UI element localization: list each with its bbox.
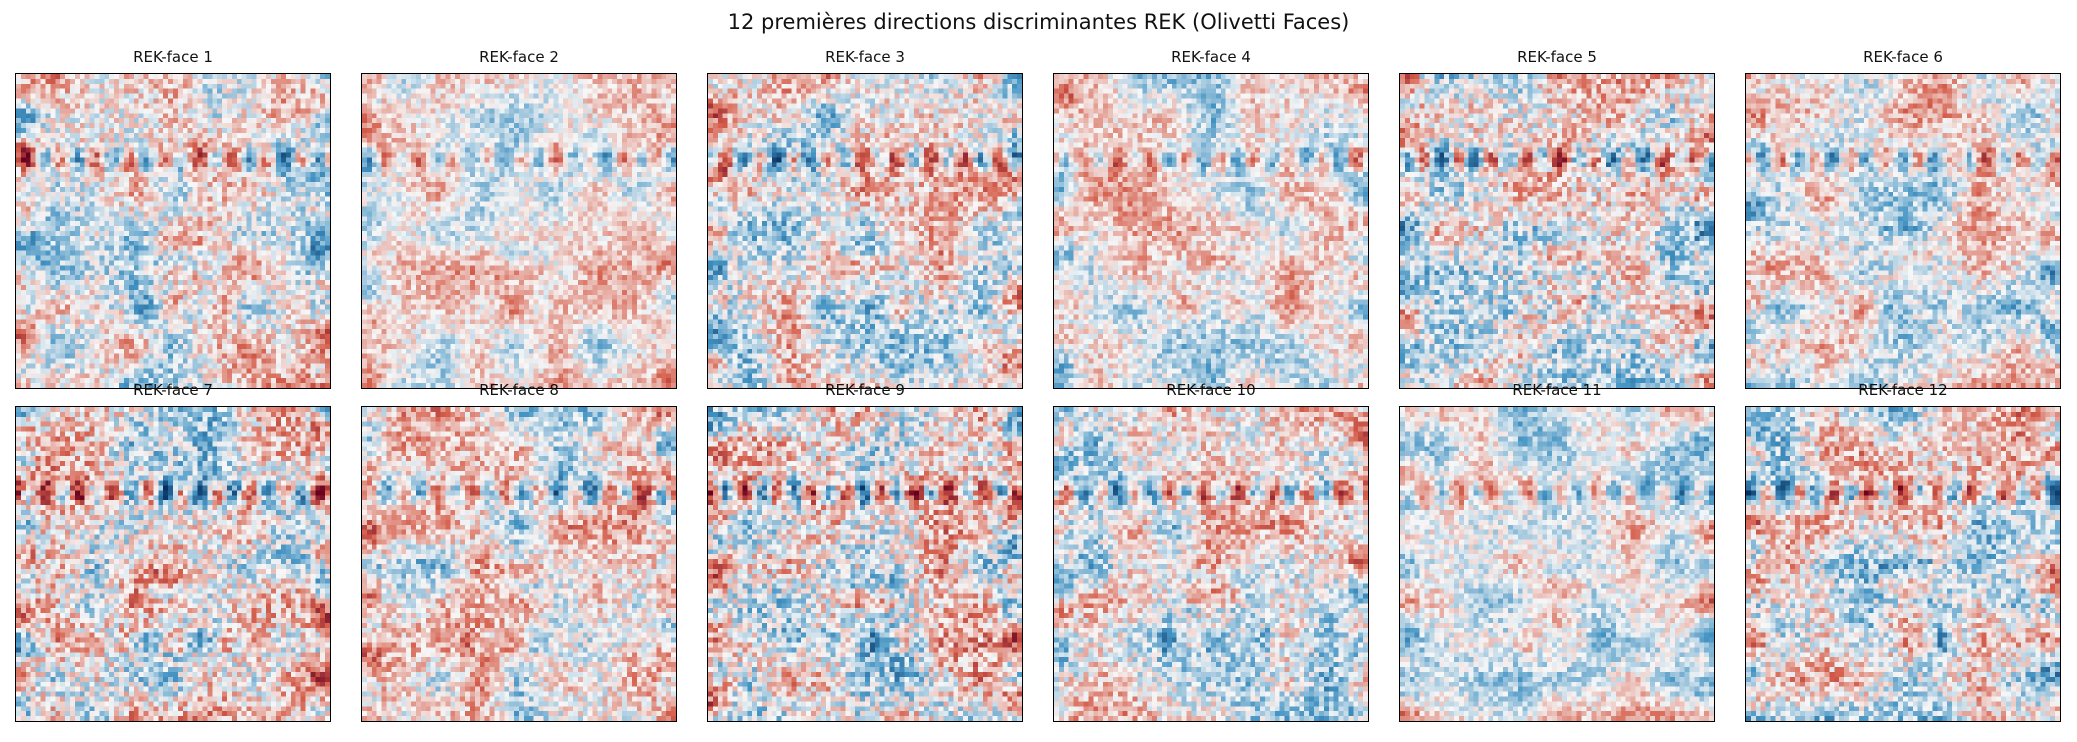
heatmap-image: [1399, 406, 1715, 722]
heatmap-canvas: [1746, 74, 2060, 388]
panel-title: REK-face 1: [133, 48, 213, 66]
heatmap-image: [707, 406, 1023, 722]
heatmap-canvas: [708, 407, 1022, 721]
panel-title: REK-face 11: [1512, 381, 1602, 399]
heatmap-canvas: [16, 74, 330, 388]
heatmap-image: [361, 73, 677, 389]
figure-title: 12 premières directions discriminantes R…: [727, 10, 1350, 34]
heatmap-image: [707, 73, 1023, 389]
heatmap-image: [1745, 406, 2061, 722]
heatmap-image: [1053, 406, 1369, 722]
heatmap-image: [1053, 73, 1369, 389]
heatmap-image: [15, 406, 331, 722]
panel-title: REK-face 6: [1863, 48, 1943, 66]
heatmap-canvas: [362, 74, 676, 388]
panel-title: REK-face 9: [825, 381, 905, 399]
heatmap-canvas: [1054, 74, 1368, 388]
heatmap-canvas: [16, 407, 330, 721]
heatmap-image: [361, 406, 677, 722]
heatmap-canvas: [1054, 407, 1368, 721]
panel-title: REK-face 10: [1166, 381, 1256, 399]
heatmap-canvas: [1400, 407, 1714, 721]
panel-title: REK-face 8: [479, 381, 559, 399]
panel-title: REK-face 12: [1858, 381, 1948, 399]
panel-title: REK-face 4: [1171, 48, 1251, 66]
heatmap-canvas: [1746, 407, 2060, 721]
heatmap-canvas: [1400, 74, 1714, 388]
panel-title: REK-face 7: [133, 381, 213, 399]
panel-title: REK-face 5: [1517, 48, 1597, 66]
panel-title: REK-face 3: [825, 48, 905, 66]
panel-title: REK-face 2: [479, 48, 559, 66]
heatmap-canvas: [708, 74, 1022, 388]
heatmap-image: [1745, 73, 2061, 389]
heatmap-image: [15, 73, 331, 389]
heatmap-canvas: [362, 407, 676, 721]
heatmap-image: [1399, 73, 1715, 389]
